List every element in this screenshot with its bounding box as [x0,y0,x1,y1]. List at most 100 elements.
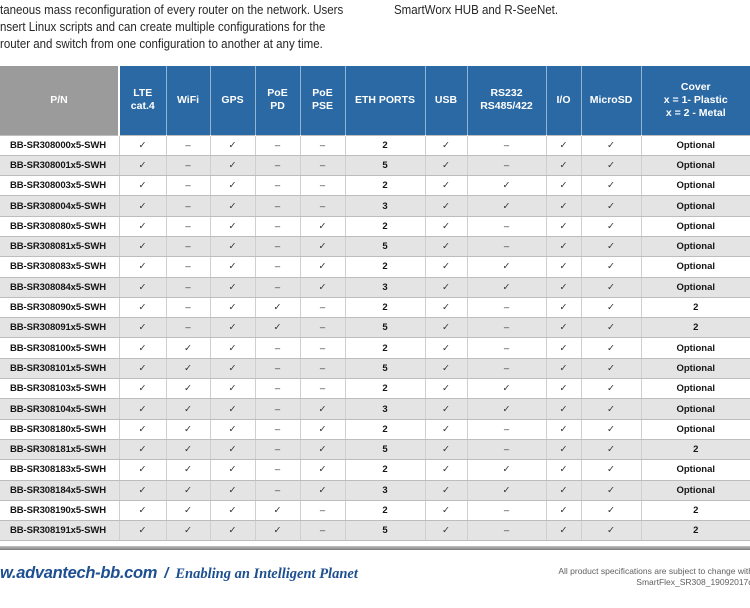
cell-lte_cat4: ✓ [119,195,167,217]
table-row: BB-SR308104x5-SWH ✓ ✓ ✓ – ✓ 3 ✓ ✓ ✓ ✓ Optional [0,398,750,420]
cell-poe_pse: – [300,155,346,177]
cell-lte_cat4: ✓ [119,480,167,501]
cell-poe_pd: – [255,480,301,501]
product-pn: BB-SR308083x5-SWH [0,256,120,278]
cell-io: ✓ [546,459,582,481]
cell-microsd: ✓ [581,520,642,542]
cell-cover: Optional [641,480,750,501]
cell-rs232: – [467,297,547,319]
cell-rs232: ✓ [467,195,547,217]
column-header-pn: P/N [0,66,119,135]
cell-rs232: ✓ [467,459,547,481]
cell-cover: Optional [641,134,750,156]
cell-poe_pd: – [255,358,301,380]
cell-io: ✓ [546,277,582,298]
cell-rs232: – [467,500,547,522]
product-pn: BB-SR308190x5-SWH [0,500,120,522]
cell-gps: ✓ [210,236,256,258]
cell-rs232: – [467,317,547,339]
cell-eth_ports: 5 [345,155,426,177]
cell-usb: ✓ [425,277,468,298]
cell-io: ✓ [546,500,582,522]
document-id: SmartFlex_SR308_19092017d [636,576,750,587]
cell-gps: ✓ [210,277,256,298]
column-header-cover: Cover x = 1- Plastic x = 2 - Metal [640,66,750,135]
cell-io: ✓ [546,480,582,501]
cell-usb: ✓ [425,398,468,420]
cell-wifi: – [166,175,211,197]
cell-eth_ports: 3 [345,195,426,217]
cell-rs232: – [467,134,547,156]
cell-lte_cat4: ✓ [119,337,167,359]
table-row: BB-SR308190x5-SWH ✓ ✓ ✓ ✓ –2 ✓ – ✓ ✓ 2 [0,500,750,522]
cell-eth_ports: 2 [345,419,426,440]
column-header-poe_pd: PoE PD [254,66,300,135]
cell-cover: 2 [641,297,750,319]
cell-io: ✓ [546,195,582,217]
product-spec-table: P/N LTE cat.4 WiFi GPS PoE PD PoE PSE ETH PORT… [0,66,750,542]
cell-poe_pse: – [300,337,346,359]
spec-table-header: P/N LTE cat.4 WiFi GPS PoE PD PoE PSE ETH PORT… [0,66,750,135]
cell-rs232: – [467,520,547,542]
cell-eth_ports: 5 [345,520,426,542]
cell-microsd: ✓ [581,277,642,298]
cell-rs232: – [467,236,547,258]
cell-wifi: – [166,155,211,177]
cell-poe_pd: – [255,256,301,278]
product-pn: BB-SR308181x5-SWH [0,439,120,461]
cell-rs232: ✓ [467,398,547,420]
cell-usb: ✓ [425,378,468,400]
cell-cover: Optional [641,419,750,440]
cell-microsd: ✓ [581,155,642,177]
footer-note: All product specifications are subject t… [558,566,750,587]
cell-gps: ✓ [210,439,256,461]
cell-rs232: ✓ [467,480,547,501]
cell-usb: ✓ [425,459,468,481]
cell-gps: ✓ [210,337,256,359]
cell-lte_cat4: ✓ [119,155,167,177]
product-pn: BB-SR308101x5-SWH [0,358,120,380]
footer-branding: w.advantech-bb.com / Enabling an Intelli… [0,564,358,583]
cell-poe_pse: – [300,317,346,339]
table-row: BB-SR308081x5-SWH ✓ – ✓ – ✓ 5 ✓ – ✓ ✓ Optional [0,236,750,258]
cell-gps: ✓ [210,297,256,319]
cell-wifi: ✓ [166,337,211,359]
cell-lte_cat4: ✓ [119,520,167,542]
cell-cover: 2 [641,500,750,522]
cell-poe_pse: – [300,175,346,197]
website-link[interactable]: w.advantech-bb.com [0,564,158,582]
column-header-usb: USB [424,66,467,135]
cell-gps: ✓ [210,500,256,522]
cell-wifi: ✓ [166,500,211,522]
cell-poe_pd: – [255,155,301,177]
cell-io: ✓ [546,419,582,440]
cell-io: ✓ [546,337,582,359]
cell-microsd: ✓ [581,337,642,359]
cell-lte_cat4: ✓ [119,175,167,197]
cell-wifi: ✓ [166,480,211,501]
cell-rs232: ✓ [467,256,547,278]
cell-poe_pse: ✓ [300,480,346,501]
table-row: BB-SR308101x5-SWH ✓ ✓ ✓ – –5 ✓ – ✓ ✓ Optional [0,358,750,380]
cell-microsd: ✓ [581,358,642,380]
cell-microsd: ✓ [581,480,642,501]
product-pn: BB-SR308184x5-SWH [0,480,120,501]
cell-lte_cat4: ✓ [119,236,167,258]
cell-gps: ✓ [210,398,256,420]
cell-eth_ports: 2 [345,459,426,481]
footer-divider [0,546,750,550]
cell-poe_pd: – [255,236,301,258]
cell-eth_ports: 2 [345,256,426,278]
column-header-eth_ports: ETH PORTS [344,66,425,135]
cell-eth_ports: 5 [345,236,426,258]
cell-rs232: – [467,439,547,461]
cell-microsd: ✓ [581,195,642,217]
cell-cover: Optional [641,398,750,420]
cell-wifi: – [166,236,211,258]
cell-usb: ✓ [425,358,468,380]
cell-poe_pse: ✓ [300,459,346,481]
cell-usb: ✓ [425,520,468,542]
cell-poe_pd: – [255,337,301,359]
product-pn: BB-SR308091x5-SWH [0,317,120,339]
